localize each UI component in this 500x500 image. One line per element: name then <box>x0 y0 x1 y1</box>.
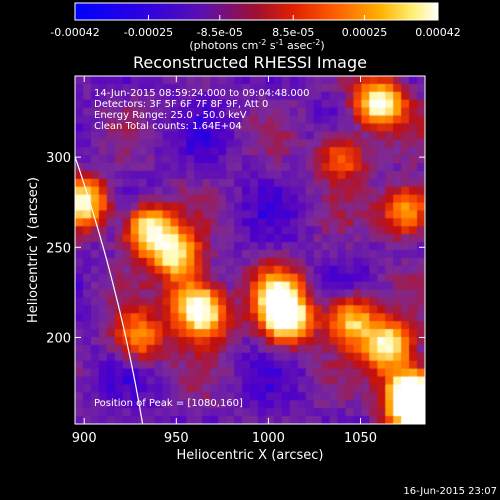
annotation-block: 14-Jun-2015 08:59:24.000 to 09:04:48.000… <box>94 88 310 132</box>
chart-title: Reconstructed RHESSI Image <box>133 53 367 72</box>
colorbar-tick-label: -0.00025 <box>124 26 173 39</box>
colorbar-tick-label: 0.00025 <box>342 26 388 39</box>
annotation-time-range: 14-Jun-2015 08:59:24.000 to 09:04:48.000 <box>94 88 310 99</box>
solar-limb <box>74 156 144 425</box>
x-tick-label: 1000 <box>252 431 285 446</box>
colorbar-tick-label: -8.5e-05 <box>197 26 243 39</box>
heatmap-image <box>75 76 425 424</box>
annotation-clean-counts: Clean Total counts: 1.64E+04 <box>94 121 242 132</box>
y-axis-label: Heliocentric Y (arcsec) <box>26 177 41 323</box>
plot-frame <box>74 75 426 425</box>
annotation-detectors: Detectors: 3F 5F 6F 7F 8F 9F, Att 0 <box>94 99 269 110</box>
peak-position-label: Position of Peak = [1080,160] <box>94 398 243 409</box>
x-axis-label: Heliocentric X (arcsec) <box>177 448 324 463</box>
colorbar-units-label: (photons cm-2 s-1 asec-2) <box>189 38 324 52</box>
colorbar-frame <box>74 2 439 21</box>
colorbar-gradient <box>75 3 438 20</box>
x-tick-label: 950 <box>164 431 189 446</box>
y-tick-label: 250 <box>46 241 71 256</box>
annotation-energy-range: Energy Range: 25.0 - 50.0 keV <box>94 110 247 121</box>
colorbar-tick-label: 8.5e-05 <box>272 26 314 39</box>
colorbar-tick-label: -0.00042 <box>50 26 99 39</box>
footer-timestamp: 16-Jun-2015 23:07 <box>403 486 497 497</box>
colorbar: -0.00042 -0.00025 -8.5e-05 8.5e-05 0.00025 0.… <box>50 2 461 52</box>
x-tick-label: 1050 <box>344 431 377 446</box>
y-tick-label: 300 <box>46 151 71 166</box>
y-tick-label: 200 <box>46 331 71 346</box>
colorbar-tick-label: 0.00042 <box>415 26 461 39</box>
x-tick-label: 900 <box>72 431 97 446</box>
